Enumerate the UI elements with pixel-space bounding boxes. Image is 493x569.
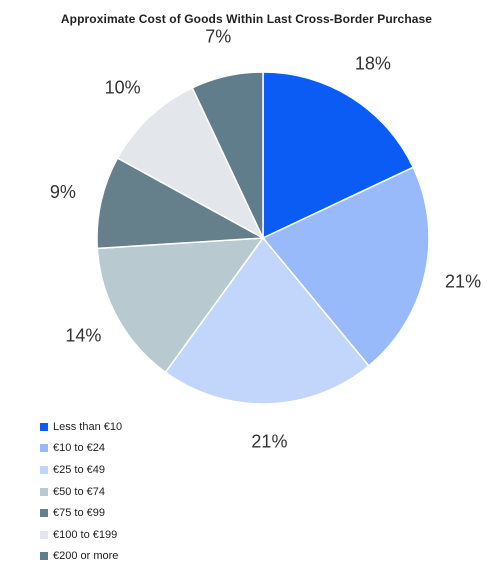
pie-slice bbox=[261, 166, 430, 367]
legend-item: €10 to €24 bbox=[40, 438, 122, 460]
legend-label: €10 to €24 bbox=[53, 442, 105, 455]
legend-item: €200 or more bbox=[40, 546, 122, 568]
legend-item: Less than €10 bbox=[40, 416, 122, 438]
chart-legend: Less than €10 €10 to €24 €25 to €49 €50 to … bbox=[40, 416, 122, 567]
legend-label: €100 to €199 bbox=[53, 528, 118, 541]
legend-swatch bbox=[40, 487, 48, 496]
legend-swatch bbox=[40, 465, 48, 474]
slice-value-label: 14% bbox=[65, 326, 101, 346]
legend-swatch bbox=[40, 444, 48, 453]
pie-slices bbox=[96, 71, 430, 405]
pie-slice bbox=[96, 157, 266, 250]
pie-slice bbox=[191, 71, 264, 239]
legend-item: €50 to €74 bbox=[40, 481, 122, 503]
legend-label: Less than €10 bbox=[53, 420, 123, 433]
legend-label: €25 to €49 bbox=[53, 463, 105, 476]
slice-value-label: 9% bbox=[50, 182, 76, 202]
pie-slice bbox=[164, 236, 370, 405]
legend-swatch bbox=[40, 509, 48, 518]
legend-label: €200 or more bbox=[53, 550, 119, 563]
pie-slice bbox=[116, 86, 265, 240]
chart-title: Approximate Cost of Goods Within Last Cr… bbox=[60, 12, 433, 26]
legend-item: €75 to €99 bbox=[40, 502, 122, 524]
slice-value-label: 21% bbox=[445, 271, 481, 291]
slice-value-label: 10% bbox=[105, 77, 141, 97]
pie-slice bbox=[262, 71, 415, 240]
legend-label: €50 to €74 bbox=[53, 485, 105, 498]
slice-value-label: 21% bbox=[251, 432, 287, 452]
pie-slice bbox=[96, 237, 265, 374]
pie-value-labels: 18% 21% 21% 14% 9% 10% 7% bbox=[50, 27, 481, 452]
legend-swatch bbox=[40, 530, 48, 539]
legend-swatch bbox=[40, 422, 48, 431]
legend-label: €75 to €99 bbox=[53, 507, 105, 520]
slice-value-label: 18% bbox=[355, 54, 391, 74]
legend-item: €25 to €49 bbox=[40, 459, 122, 481]
legend-item: €100 to €199 bbox=[40, 524, 122, 546]
legend-swatch bbox=[40, 552, 48, 561]
slice-value-label: 7% bbox=[205, 27, 231, 47]
